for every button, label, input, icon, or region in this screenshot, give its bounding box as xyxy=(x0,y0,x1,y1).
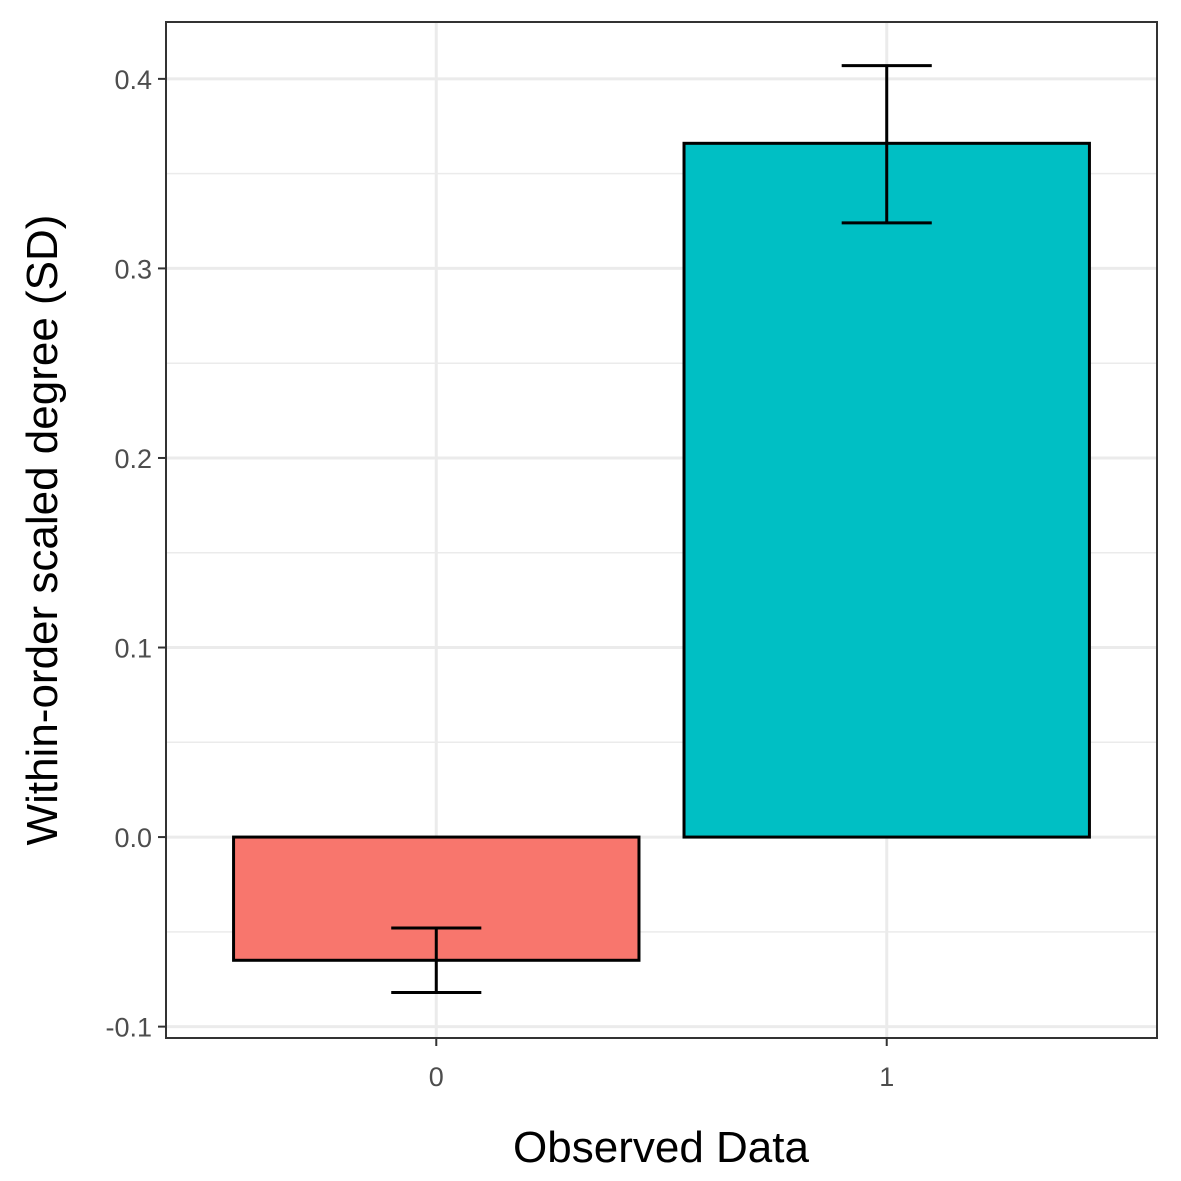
x-tick-label: 0 xyxy=(429,1062,444,1092)
y-tick-label: 0.3 xyxy=(114,254,152,284)
error-bar-1 xyxy=(841,64,932,225)
y-tick-label: 0.1 xyxy=(114,634,152,664)
y-tick-label: 0.0 xyxy=(114,823,152,853)
y-tick-label: -0.1 xyxy=(105,1013,152,1043)
y-axis-title: Within-order scaled degree (SD) xyxy=(18,215,67,846)
error-bars xyxy=(391,64,932,995)
y-tick-label: 0.4 xyxy=(114,65,152,95)
bar-1 xyxy=(682,141,1091,839)
x-tick-label: 1 xyxy=(879,1062,894,1092)
plot-border xyxy=(165,21,1158,1039)
x-axis-title: Observed Data xyxy=(513,1123,809,1172)
y-axis: -0.1 0.0 0.1 0.2 0.3 0.4 xyxy=(105,65,166,1043)
y-tick-label: 0.2 xyxy=(114,444,152,474)
error-bar-0 xyxy=(391,926,482,995)
bars xyxy=(232,141,1091,962)
